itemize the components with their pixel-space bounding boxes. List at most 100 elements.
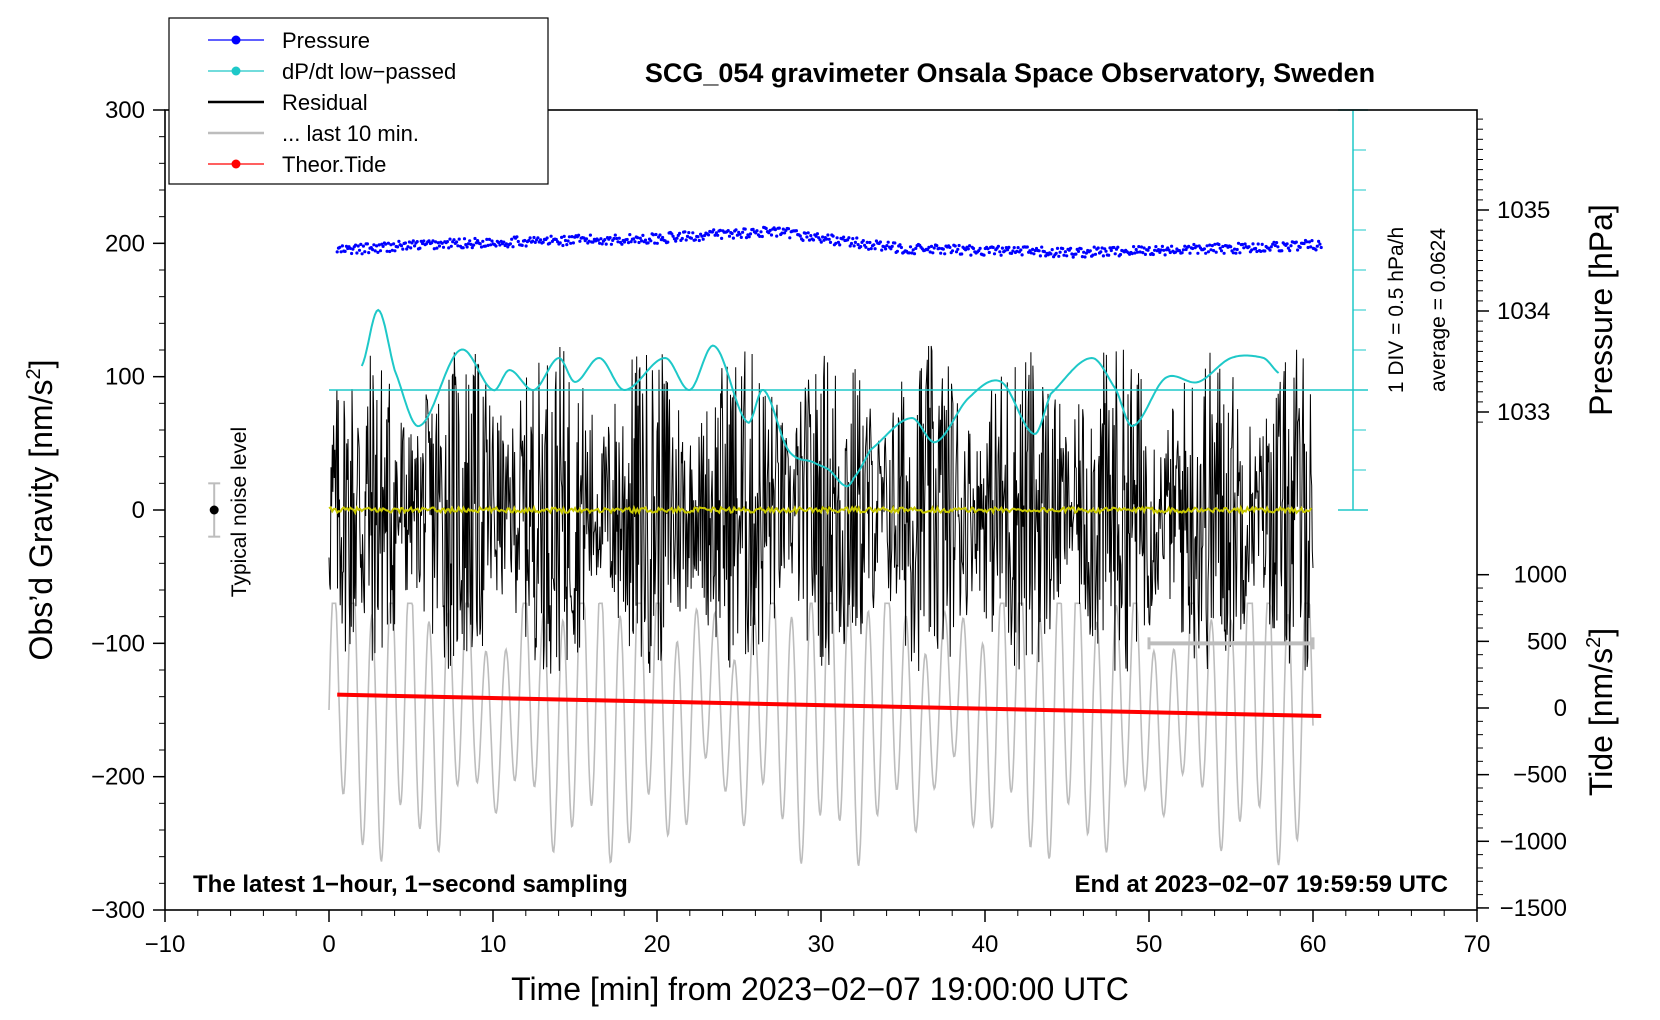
pressure-point	[1029, 251, 1033, 255]
pressure-point	[1042, 250, 1046, 254]
bottom-right-note: End at 2023−02−07 19:59:59 UTC	[1074, 871, 1448, 898]
pressure-point	[1096, 246, 1100, 250]
pressure-point	[577, 233, 581, 237]
pressure-point	[1084, 251, 1088, 255]
pressure-point	[1298, 245, 1302, 249]
pressure-point	[392, 242, 396, 246]
pressure-point	[636, 236, 640, 240]
bottom-left-note: The latest 1−hour, 1−second sampling	[193, 871, 628, 898]
pressure-point	[1132, 245, 1136, 249]
pressure-point	[449, 244, 453, 248]
x-tick-label: 50	[1136, 931, 1163, 958]
pressure-point	[885, 244, 889, 248]
pressure-point	[1153, 248, 1157, 252]
pressure-point	[687, 231, 691, 235]
pressure-point	[864, 245, 868, 249]
pressure-point	[445, 240, 449, 244]
pressure-point	[895, 249, 900, 253]
pressure-point	[608, 236, 612, 240]
pressure-point	[338, 245, 342, 249]
pressure-point	[1015, 249, 1019, 253]
pressure-point	[335, 250, 339, 254]
pressure-point	[658, 233, 662, 237]
pressure-point	[814, 234, 818, 238]
x-tick-label: 0	[322, 931, 335, 958]
pressure-point	[685, 234, 690, 238]
pressure-point	[966, 247, 970, 251]
pressure-point	[1038, 254, 1042, 258]
pressure-point	[689, 236, 694, 240]
pressure-point	[350, 251, 354, 256]
pressure-point	[476, 239, 480, 243]
pressure-point	[1273, 243, 1277, 248]
pressure-point	[1113, 252, 1117, 256]
pressure-point	[1158, 250, 1162, 254]
pressure-point	[1296, 248, 1300, 252]
pressure-point	[508, 242, 512, 246]
pressure-point	[968, 244, 972, 248]
x-tick-label: 10	[480, 931, 507, 958]
pressure-point	[1217, 242, 1221, 247]
pressure-point	[1063, 250, 1067, 254]
pressure-point	[361, 244, 365, 248]
pressure-point	[1174, 250, 1178, 254]
pressure-point	[510, 237, 514, 241]
legend-label: Pressure	[282, 28, 370, 53]
pressure-point	[1234, 251, 1238, 255]
pressure-point	[1162, 248, 1166, 252]
pressure-point	[1065, 254, 1069, 258]
pressure-point	[999, 253, 1003, 257]
series-last-10-min-trace	[328, 602, 1314, 866]
pressure-point	[956, 247, 960, 251]
pressure-point	[531, 239, 535, 243]
pressure-point	[1088, 249, 1092, 253]
pressure-point	[1109, 248, 1113, 253]
pressure-point	[809, 234, 813, 238]
pressure-point	[1010, 251, 1014, 255]
pressure-point	[730, 231, 734, 236]
legend-swatch-dot	[231, 66, 241, 76]
pressure-point	[859, 245, 863, 249]
y-tick-label-left: −300	[91, 897, 145, 924]
pressure-point	[360, 252, 364, 256]
pressure-point	[735, 233, 740, 237]
pressure-point	[340, 244, 344, 248]
pressure-point	[359, 242, 363, 246]
pressure-point	[384, 242, 388, 246]
y-axis-label-pressure: Pressure [hPa]	[1583, 204, 1619, 416]
pressure-point	[532, 235, 536, 240]
y-axis-label-tide-main: Tide [nm/s	[1583, 648, 1619, 796]
pressure-point	[497, 240, 501, 245]
pressure-point	[396, 245, 400, 249]
noise-point	[209, 505, 219, 515]
pressure-point	[1263, 249, 1267, 253]
pressure-point	[1242, 246, 1246, 250]
pressure-point	[703, 233, 707, 238]
pressure-point	[1307, 240, 1311, 244]
pressure-point	[758, 234, 762, 238]
pressure-point	[1049, 252, 1053, 256]
pressure-point	[768, 228, 772, 232]
pressure-point	[515, 235, 519, 239]
pressure-point	[969, 253, 973, 257]
pressure-point	[801, 238, 805, 242]
pressure-point	[1050, 248, 1054, 252]
pressure-point	[755, 229, 759, 233]
y-tick-label-left: 300	[105, 97, 145, 124]
pressure-point	[563, 238, 568, 243]
pressure-point	[628, 233, 632, 237]
pressure-point	[911, 248, 915, 252]
pressure-point	[1160, 244, 1164, 248]
legend-item: ... last 10 min.	[208, 121, 419, 146]
pressure-point	[825, 237, 829, 241]
pressure-point	[1083, 255, 1087, 259]
pressure-point	[1285, 242, 1289, 246]
pressure-point	[462, 237, 467, 241]
pressure-point	[1209, 248, 1213, 252]
pressure-point	[466, 242, 470, 246]
pressure-point	[1256, 242, 1260, 246]
pressure-point	[486, 243, 490, 247]
pressure-point	[357, 248, 362, 252]
pressure-point	[409, 246, 413, 250]
y-axis-label-left-end: ]	[23, 360, 59, 369]
